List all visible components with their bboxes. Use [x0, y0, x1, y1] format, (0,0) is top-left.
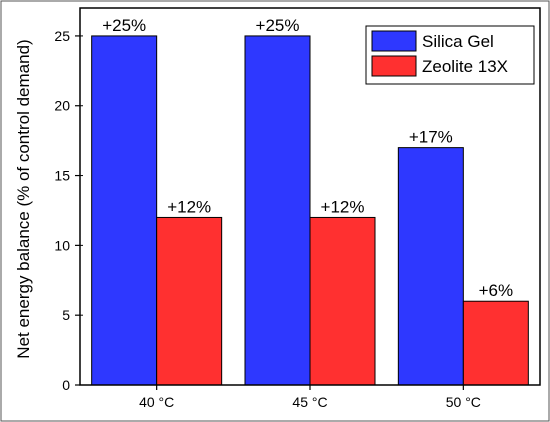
- y-tick-label-3: 15: [54, 168, 70, 184]
- y-tick-label-0: 0: [62, 377, 70, 393]
- y-tick-label-4: 20: [54, 98, 70, 114]
- bar-zeolite-13x-1: [309, 216, 376, 386]
- legend-label-1: Zeolite 13X: [422, 57, 508, 76]
- y-tick-label-5: 25: [54, 28, 70, 44]
- data-label-silica-gel-1: +25%: [256, 16, 300, 35]
- legend-swatch-1: [371, 55, 417, 77]
- y-tick-label-2: 10: [54, 237, 70, 253]
- data-label-silica-gel-2: +17%: [409, 128, 453, 147]
- y-tick-label-1: 5: [62, 307, 70, 323]
- x-tick-label-1: 45 °C: [292, 394, 327, 410]
- plot-frame: [79, 7, 541, 386]
- data-label-zeolite-13x-2: +6%: [479, 281, 514, 300]
- data-label-zeolite-13x-1: +12%: [321, 197, 365, 216]
- x-tick-label-0: 40 °C: [139, 394, 174, 410]
- legend-swatch-0: [371, 30, 417, 52]
- bar-zeolite-13x-0: [156, 216, 223, 386]
- bar-silica-gel-2: [397, 147, 464, 386]
- y-axis-label: Net energy balance (% of control demand): [14, 39, 33, 358]
- data-label-zeolite-13x-0: +12%: [167, 197, 211, 216]
- legend: Silica Gel Zeolite 13X: [365, 25, 535, 85]
- x-tick-label-2: 50 °C: [446, 394, 481, 410]
- plot-area: 0 5 10 15 20 25 +25% +12% 40 °C +25% +12% 45 °C +17%…: [54, 16, 529, 410]
- legend-label-0: Silica Gel: [422, 32, 494, 51]
- bar-zeolite-13x-2: [462, 300, 529, 386]
- bar-silica-gel-1: [244, 35, 311, 386]
- bar-silica-gel-0: [91, 35, 158, 386]
- data-label-silica-gel-0: +25%: [102, 16, 146, 35]
